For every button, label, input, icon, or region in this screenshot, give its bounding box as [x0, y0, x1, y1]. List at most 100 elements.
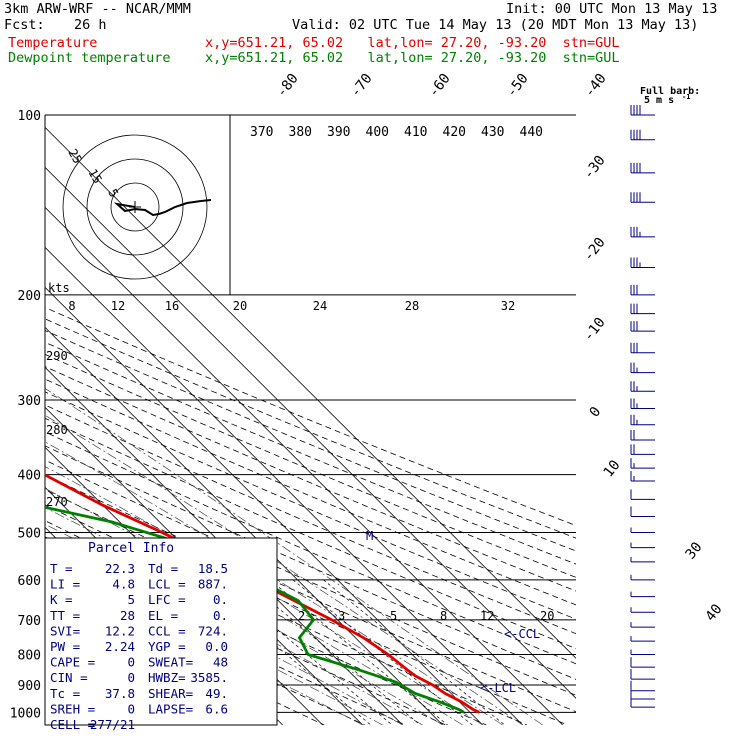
- wind-barb: [630, 556, 655, 563]
- wind-barb: [630, 489, 655, 500]
- dry-adiabat-line: [45, 341, 576, 565]
- wind-barb: [630, 381, 655, 392]
- parcel-row-value2: 0.0: [205, 639, 228, 654]
- dry-adiabat-line: [45, 318, 576, 539]
- wind-barb: [630, 574, 655, 581]
- wind-barb: [630, 458, 655, 469]
- isotherm-right-label: -20: [581, 235, 609, 265]
- pressure-label: 500: [18, 527, 41, 542]
- parcel-row-value: 12.2: [105, 623, 135, 638]
- moist-adiabat-line: [45, 507, 443, 725]
- parcel-row-label: CELL =: [50, 717, 95, 732]
- hodograph-trace: [113, 199, 212, 217]
- mixing-ratio-label: 2: [298, 609, 305, 623]
- theta-e-label: 380: [289, 125, 312, 140]
- theta-e-label: 400: [366, 125, 389, 140]
- parcel-row-value2: 49.: [205, 686, 228, 701]
- theta-e-label: 410: [404, 125, 427, 140]
- wind-barb: [630, 362, 655, 374]
- ccl-annotation: <-CCL: [504, 627, 540, 641]
- legend-temperature: Temperature: [8, 35, 98, 51]
- hodograph-ring-label: 15: [85, 167, 104, 187]
- theta-e-label: 390: [327, 125, 350, 140]
- dry-adiabat-line: [45, 417, 576, 650]
- wind-barb: [630, 414, 655, 426]
- isotherm-line: [0, 115, 3, 725]
- isotherm-line: [45, 166, 576, 699]
- hodograph-ring: [110, 182, 160, 232]
- wind-barb: [630, 129, 655, 141]
- pressure-label: 700: [18, 614, 41, 629]
- isotherm-line: [45, 126, 576, 659]
- location-temperature: x,y=651.21, 65.02 lat,lon= 27.20, -93.20…: [205, 35, 620, 51]
- parcel-row-value: 0: [127, 670, 135, 685]
- wind-barb: [630, 591, 655, 598]
- m-annotation: M: [366, 529, 373, 543]
- parcel-row-value: 28: [120, 608, 135, 623]
- wind-barb: [630, 303, 655, 315]
- parcel-row-value2: 724.: [198, 623, 228, 638]
- isotherm-line: [45, 366, 403, 725]
- forecast-label: Fcst:: [4, 17, 45, 33]
- parcel-row-value: 277/21: [90, 717, 135, 732]
- parcel-row-label2: LFC =: [148, 592, 186, 607]
- isotherm-right-label: 0: [587, 404, 605, 420]
- moist-adiabat-line: [45, 414, 523, 725]
- isotherm-right-label: -30: [581, 153, 609, 183]
- mixing-ratio-label: 5: [390, 609, 397, 623]
- wind-barb: [630, 226, 655, 238]
- theta-label: 280: [46, 423, 68, 437]
- theta-e-label: 370: [250, 125, 273, 140]
- hodograph-axis-label: 24: [313, 299, 327, 313]
- dry-adiabat-line: [45, 353, 576, 578]
- wind-barb: [630, 257, 655, 268]
- wind-barb: [630, 697, 655, 708]
- wind-barbs: [630, 105, 655, 708]
- hodograph-axis-label: 8: [68, 299, 75, 313]
- isotherm-line: [45, 206, 563, 725]
- parcel-row-value2: 48: [213, 655, 228, 670]
- wind-barb: [630, 444, 655, 455]
- barb-key-exponent: -1: [682, 93, 690, 101]
- dry-adiabat-line: [45, 536, 446, 725]
- hodograph-kts-label: kts: [48, 281, 70, 295]
- isotherm-top-label: -50: [504, 71, 532, 101]
- parcel-row-label: CAPE =: [50, 655, 95, 670]
- wind-barb: [630, 429, 655, 441]
- hodograph-axis-label: 12: [111, 299, 125, 313]
- parcel-info-title: Parcel Info: [88, 541, 174, 556]
- isotherm-line: [45, 326, 443, 725]
- isotherm-right-label: 10: [601, 457, 624, 480]
- pressure-label: 300: [18, 394, 41, 409]
- parcel-row-label2: CCL =: [148, 623, 186, 638]
- isotherm-top-label: -80: [274, 71, 302, 101]
- wind-barb: [630, 471, 655, 482]
- legend-dewpoint: Dewpoint temperature: [8, 50, 171, 66]
- isotherm-line: [0, 115, 43, 725]
- parcel-row-value2: 6.6: [205, 701, 228, 716]
- hodograph-ring: [62, 134, 208, 280]
- isotherm-right-label: 30: [683, 539, 706, 562]
- init-time: Init: 00 UTC Mon 13 May 13: [506, 1, 718, 17]
- parcel-info-panel: Parcel Info T = 22.3 Td = 18.5 LI = 4.8 LCL = 88…: [44, 537, 278, 732]
- moist-adiabat-line: [45, 387, 543, 725]
- parcel-row-label2: YGP =: [148, 639, 186, 654]
- parcel-row-label: SREH =: [50, 701, 95, 716]
- wind-barb: [630, 607, 655, 613]
- isotherm-line: [45, 286, 483, 725]
- parcel-row-label2: LAPSE=: [148, 701, 193, 716]
- parcel-row-label: CIN =: [50, 670, 88, 685]
- wind-barb: [630, 321, 655, 332]
- pressure-label: 100: [18, 109, 41, 124]
- wind-barb: [630, 506, 655, 517]
- hodograph-ring: [86, 158, 184, 256]
- parcel-row-value: 0: [127, 655, 135, 670]
- parcel-row-value2: 887.: [198, 577, 228, 592]
- isotherm-right-label: -10: [581, 315, 609, 345]
- dry-adiabat-line: [45, 404, 576, 635]
- hodograph-axis-label: 28: [405, 299, 419, 313]
- pressure-label: 900: [18, 679, 41, 694]
- parcel-row-label: LI =: [50, 577, 80, 592]
- wind-barb: [630, 162, 655, 174]
